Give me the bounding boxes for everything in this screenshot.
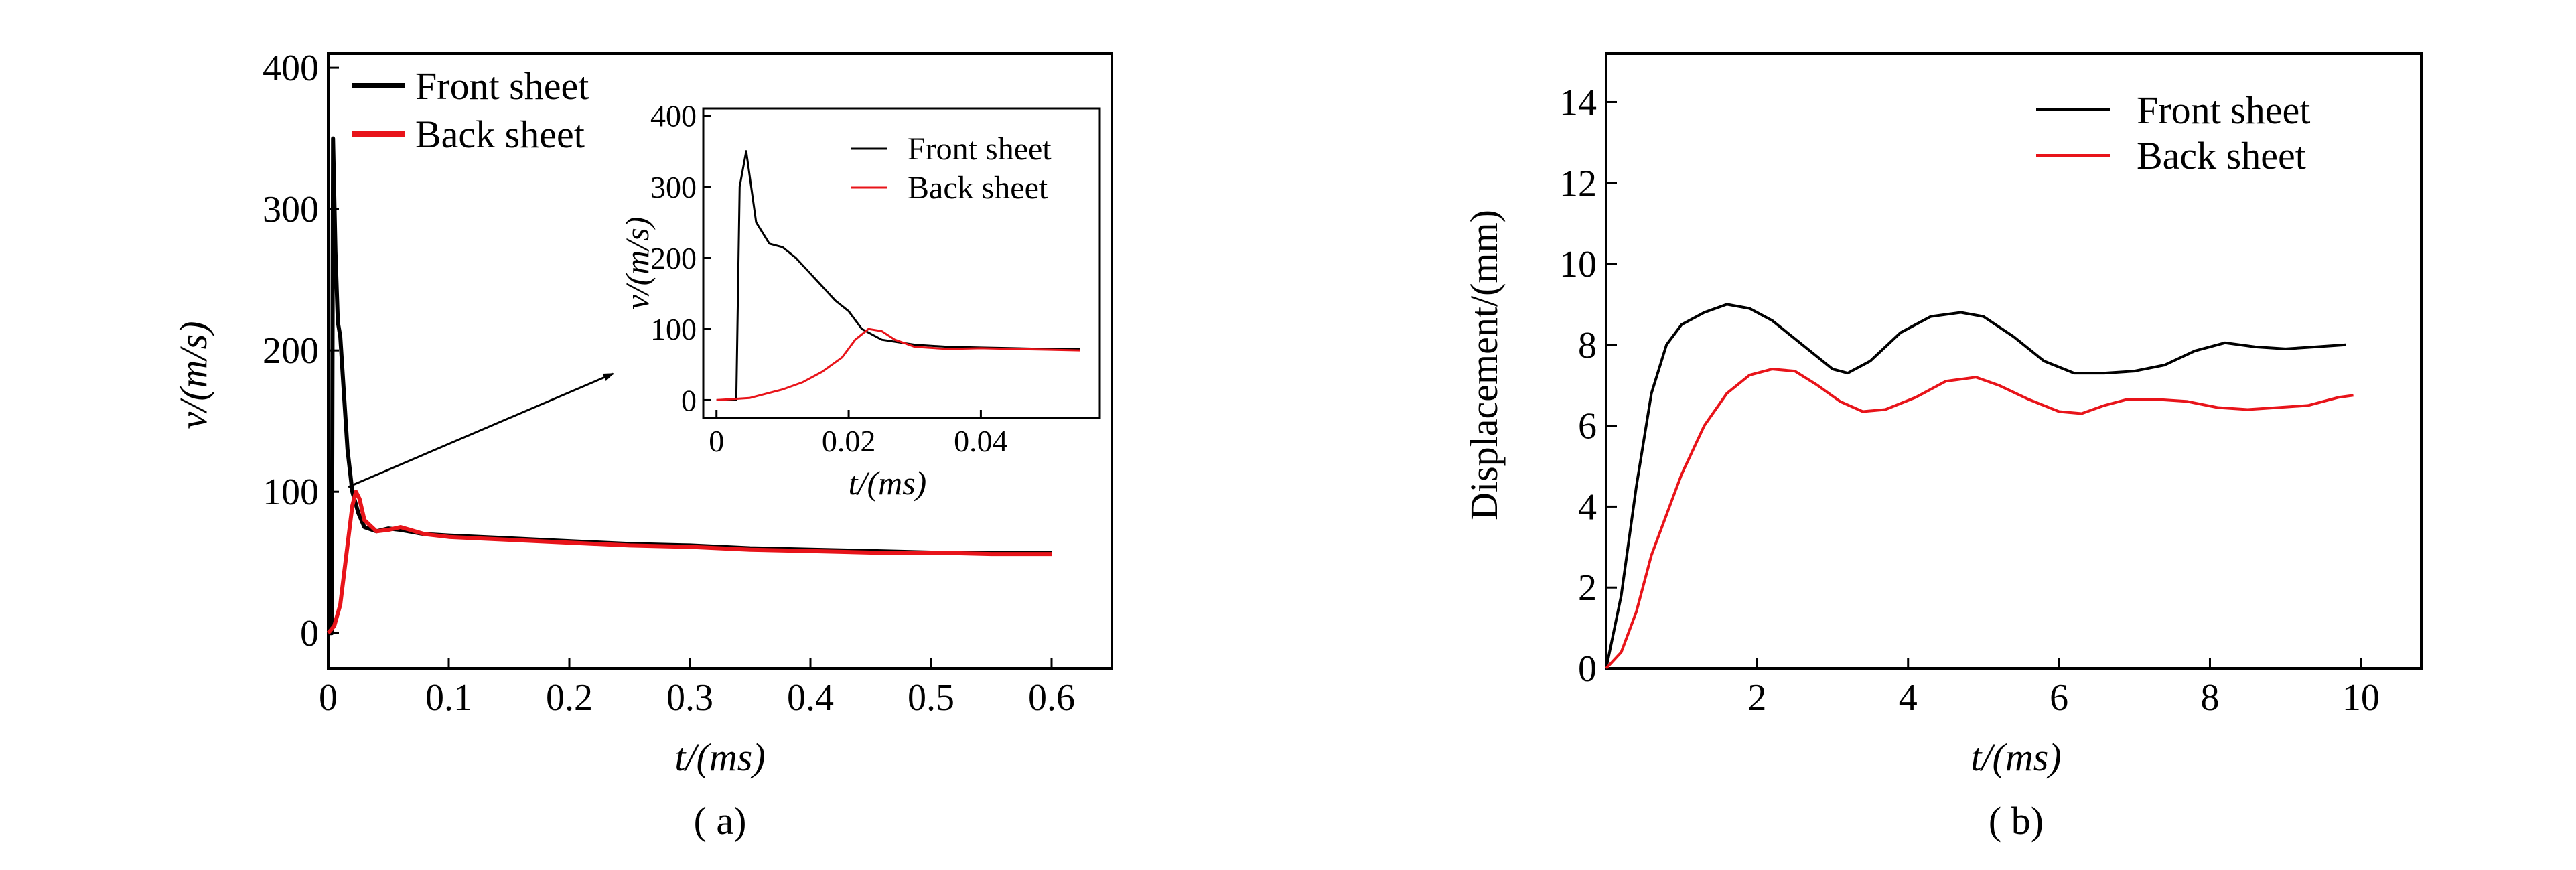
panel-a-inset-y-axis: 0 100 200 300 400 [650, 99, 711, 417]
panel-a-inset-x-label: t/(ms) [849, 464, 927, 502]
panel-a-inset-legend-back-label: Back sheet [908, 170, 1048, 206]
panel-a-y-axis: 0 100 200 300 400 [263, 48, 339, 654]
panel-a-inset-y-tick-label: 400 [650, 99, 697, 133]
panel-a-x-tick-label: 0.3 [666, 677, 713, 719]
panel-a-inset-legend-front-label: Front sheet [908, 131, 1052, 167]
panel-b-y-tick-label: 4 [1578, 486, 1597, 528]
panel-b-x-tick-label: 4 [1899, 677, 1918, 719]
panel-a-x-tick-label: 0.5 [908, 677, 954, 719]
panel-b-x-tick-label: 8 [2200, 677, 2219, 719]
panel-a-y-tick-label: 0 [300, 613, 319, 654]
panel-b-y-label: Displacement/(mm) [1462, 210, 1506, 520]
panel-b-x-label: t/(ms) [1971, 735, 2061, 779]
panel-a-inset-y-tick-label: 0 [681, 383, 697, 417]
panel-b-caption: ( b) [1989, 799, 2044, 843]
panel-b-y-axis: 0 2 4 6 8 10 12 14 [1559, 82, 1617, 690]
panel-a-x-tick-label: 0.4 [787, 677, 834, 719]
panel-b-x-tick-label: 10 [2342, 677, 2380, 719]
panel-a-inset-series-back-sheet-line [716, 328, 1080, 401]
panel-a-inset-frame [702, 107, 1101, 419]
panel-a-y-tick-label: 400 [263, 48, 319, 89]
panel-b-series-back-sheet-line [1605, 368, 2354, 670]
panel-a-inset-x-tick-label: 0 [709, 424, 724, 458]
panel-a: 0 0.1 0.2 0.3 0.4 0.5 0.6 0 100 200 300 400 Front … [171, 48, 1113, 843]
panel-a-y-tick-label: 100 [263, 472, 319, 513]
panel-a-annotation-arrow [348, 372, 614, 488]
panel-a-inset-x-tick-label: 0.04 [954, 424, 1008, 458]
panel-a-inset-y-tick-label: 300 [650, 170, 697, 204]
panel-a-y-tick-label: 200 [263, 330, 319, 372]
panel-b-x-tick-label: 6 [2050, 677, 2068, 719]
panel-a-legend-front-label: Front sheet [415, 64, 589, 108]
panel-a-inset-x-axis: 0 0.02 0.04 [709, 410, 1008, 458]
panel-a-inset-x-tick-label: 0.02 [822, 424, 876, 458]
panel-a-plot-frame [327, 52, 1113, 670]
panel-a-series-group [326, 136, 1052, 636]
panel-a-inset-y-label: v/(m/s) [618, 217, 656, 310]
panel-b-plot-frame [1605, 52, 2423, 670]
panel-a-x-tick-label: 0.1 [425, 677, 472, 719]
panel-b-y-tick-label: 12 [1559, 163, 1597, 204]
panel-a-inset: 0 0.02 0.04 0 100 200 300 400 Front sheet Back… [618, 99, 1101, 502]
panel-b-series-group [1605, 303, 2354, 670]
panel-b-x-axis: 2 4 6 8 10 [1747, 658, 2380, 719]
panel-a-inset-series-group [716, 150, 1080, 401]
panel-a-series-back-sheet-line [326, 490, 1052, 635]
panel-b-y-tick-label: 10 [1559, 244, 1597, 285]
panel-a-caption: ( a) [694, 799, 747, 843]
panel-b-y-tick-label: 6 [1578, 406, 1597, 447]
panel-a-x-label: t/(ms) [674, 735, 765, 779]
panel-a-x-tick-label: 0.2 [546, 677, 593, 719]
panel-b-y-tick-label: 2 [1578, 567, 1597, 609]
panel-a-legend-back-label: Back sheet [415, 113, 585, 156]
panel-b-y-tick-label: 8 [1578, 325, 1597, 366]
panel-b-series-front-sheet-line [1605, 303, 2346, 669]
panel-a-y-tick-label: 300 [263, 189, 319, 230]
panel-b-y-tick-label: 0 [1578, 648, 1597, 690]
panel-a-x-axis: 0 0.1 0.2 0.3 0.4 0.5 0.6 [319, 658, 1075, 719]
panel-b-legend-front-label: Front sheet [2137, 88, 2310, 132]
panel-b-x-tick-label: 2 [1747, 677, 1766, 719]
panel-b-legend-back-label: Back sheet [2137, 134, 2306, 177]
panel-a-x-tick-label: 0.6 [1028, 677, 1075, 719]
panel-b: 2 4 6 8 10 0 2 4 6 8 10 12 14 Front sheet Back shee… [1462, 52, 2423, 843]
panel-a-inset-y-tick-label: 200 [650, 241, 697, 275]
panel-a-inset-y-tick-label: 100 [650, 312, 697, 346]
panel-a-x-tick-label: 0 [319, 677, 338, 719]
panel-a-y-label: v/(m/s) [171, 321, 215, 429]
panel-b-y-tick-label: 14 [1559, 82, 1597, 123]
